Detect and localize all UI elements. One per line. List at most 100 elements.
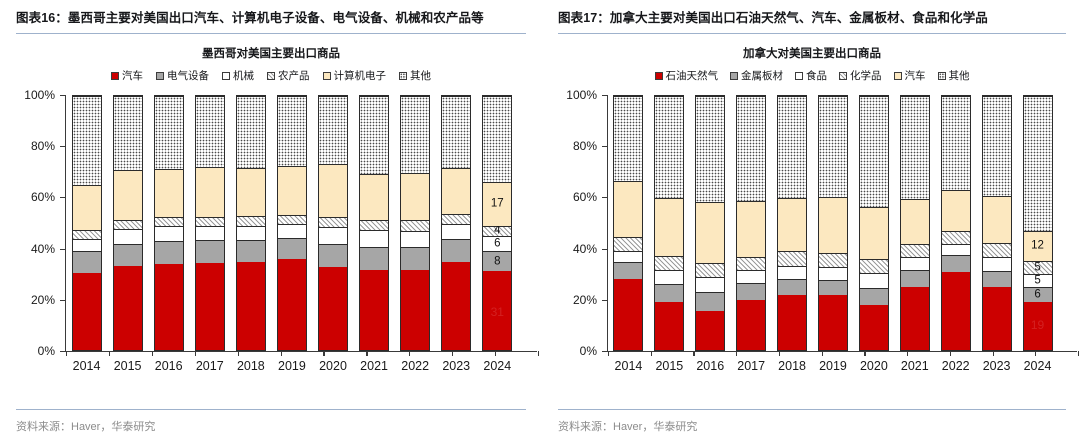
bar-column-2014[interactable] [71, 95, 102, 351]
legend-item-0[interactable]: 汽车 [111, 68, 143, 83]
bar-column-2018[interactable] [777, 95, 808, 351]
bar-segment-hatch [655, 255, 684, 271]
legend-swatch-dots-icon [399, 71, 407, 80]
y-axis-tick-mark [602, 248, 607, 250]
figure-16-footer-rule [16, 409, 526, 410]
bar-column-2017[interactable] [194, 95, 225, 351]
bar-segment-white [277, 224, 306, 238]
legend-item-5[interactable]: 其他 [937, 68, 970, 83]
stacked-bar [194, 95, 225, 351]
bar-segment-gray: 6 [1023, 286, 1052, 302]
figure-16-panel: 图表16：墨西哥主要对美国出口汽车、计算机电子设备、电气设备、机械和农产品等 墨… [16, 0, 540, 433]
bar-segment-dots [277, 96, 306, 166]
bar-segment-red [113, 266, 142, 350]
bar-column-2015[interactable] [654, 95, 685, 351]
bar-segment-cream: 17 [483, 182, 512, 226]
bar-column-2014[interactable] [613, 95, 644, 351]
bar-segment-hatch [696, 262, 725, 277]
legend-item-1[interactable]: 电气设备 [156, 68, 209, 83]
x-axis-tick-label: 2020 [319, 359, 347, 373]
figure-16-legend: 汽车 电气设备 机械 农产品 计算机电子 其他 [16, 68, 526, 83]
bar-value-label: 8 [494, 254, 501, 267]
y-axis-tick-mark [60, 351, 65, 352]
bar-segment-dots [900, 96, 929, 200]
bar-value-label: 5 [1034, 261, 1041, 274]
x-axis-tick-label: 2022 [401, 359, 430, 373]
bar-column-2024[interactable]: 8 6 4 17 31 [482, 95, 513, 351]
bar-segment-gray [614, 262, 643, 280]
bar-column-2023[interactable] [981, 95, 1012, 351]
bar-column-2019[interactable] [276, 95, 307, 351]
y-axis-tick-label: 100% [24, 88, 55, 102]
bar-column-2022[interactable] [400, 95, 431, 351]
bar-segment-cream [442, 168, 471, 215]
bar-segment-red [737, 300, 766, 350]
figure-17-caption-number: 图表17： [558, 11, 610, 25]
legend-label: 金属板材 [741, 70, 783, 82]
bar-segment-cream [859, 206, 888, 260]
bar-segment-gray [360, 246, 389, 270]
legend-item-4[interactable]: 计算机电子 [322, 68, 387, 83]
bar-segment-hatch [72, 230, 101, 239]
figure-16-caption-rule [16, 33, 526, 34]
bar-segment-hatch [941, 230, 970, 244]
bar-column-2023[interactable] [441, 95, 472, 351]
legend-item-4[interactable]: 汽车 [893, 68, 926, 83]
bar-segment-gray [195, 240, 224, 263]
bar-segment-dots [236, 96, 265, 168]
bar-column-2020[interactable] [858, 95, 889, 351]
legend-label: 计算机电子 [333, 70, 387, 82]
figure-17-plot: 0% 20% 40% 60% 80% 100% 6 5 5 12 19 2014 2015 2016 2… [558, 88, 1080, 379]
bar-column-2022[interactable] [940, 95, 971, 351]
bar-segment-hatch [442, 214, 471, 224]
bar-segment-gray [859, 288, 888, 305]
x-axis-tick-label: 2021 [900, 359, 929, 373]
stacked-bar [899, 95, 930, 351]
bar-column-2016[interactable] [695, 95, 726, 351]
bar-segment-cream [154, 168, 183, 217]
bar-segment-red [614, 279, 643, 350]
bar-segment-red [900, 287, 929, 350]
legend-label: 机械 [233, 70, 254, 82]
x-axis-tick-mark [608, 351, 610, 356]
bar-column-2016[interactable] [153, 95, 184, 351]
legend-item-1[interactable]: 金属板材 [730, 68, 783, 83]
bar-segment-white [655, 270, 684, 284]
legend-item-0[interactable]: 石油天然气 [654, 68, 718, 83]
bar-column-2017[interactable] [736, 95, 767, 351]
bar-column-2018[interactable] [235, 95, 266, 351]
x-axis-tick-mark [194, 351, 196, 356]
y-axis-tick-mark [602, 95, 607, 96]
bar-segment-gray [72, 251, 101, 273]
figure-17-y-axis: 0% 20% 40% 60% 80% 100% [558, 88, 602, 358]
figure-17-caption-rule [558, 33, 1066, 34]
bar-value-label-highlight: 31 [490, 305, 504, 320]
bar-segment-white [154, 225, 183, 242]
bar-segment-white [360, 230, 389, 247]
legend-item-2[interactable]: 食品 [795, 68, 827, 83]
x-axis-tick-label: 2017 [737, 359, 766, 373]
legend-item-3[interactable]: 化学品 [839, 68, 882, 83]
figure-17-y-axis-line [607, 95, 609, 351]
legend-swatch-hatch-icon [267, 71, 275, 80]
legend-label: 化学品 [850, 70, 882, 82]
bar-column-2020[interactable] [318, 95, 348, 351]
bar-segment-white [113, 228, 142, 244]
stacked-bar [817, 95, 848, 351]
bar-segment-dots [982, 96, 1011, 196]
bar-segment-white [818, 266, 847, 280]
figure-16-caption: 图表16：墨西哥主要对美国出口汽车、计算机电子设备、电气设备、机械和农产品等 [16, 0, 526, 28]
bar-segment-dots [818, 96, 847, 198]
legend-item-5[interactable]: 其他 [399, 68, 431, 83]
bar-segment-red [195, 262, 224, 350]
y-axis-tick-label: 20% [572, 292, 597, 307]
legend-item-2[interactable]: 机械 [222, 68, 254, 83]
bar-column-2021[interactable] [359, 95, 390, 351]
bar-column-2019[interactable] [817, 95, 848, 351]
bar-column-2024[interactable]: 6 5 5 12 19 [1022, 95, 1053, 351]
legend-item-3[interactable]: 农产品 [267, 68, 310, 83]
bar-column-2021[interactable] [899, 95, 930, 351]
y-axis-tick-mark [60, 299, 65, 301]
bar-column-2015[interactable] [112, 95, 143, 351]
bar-segment-red [655, 302, 684, 350]
